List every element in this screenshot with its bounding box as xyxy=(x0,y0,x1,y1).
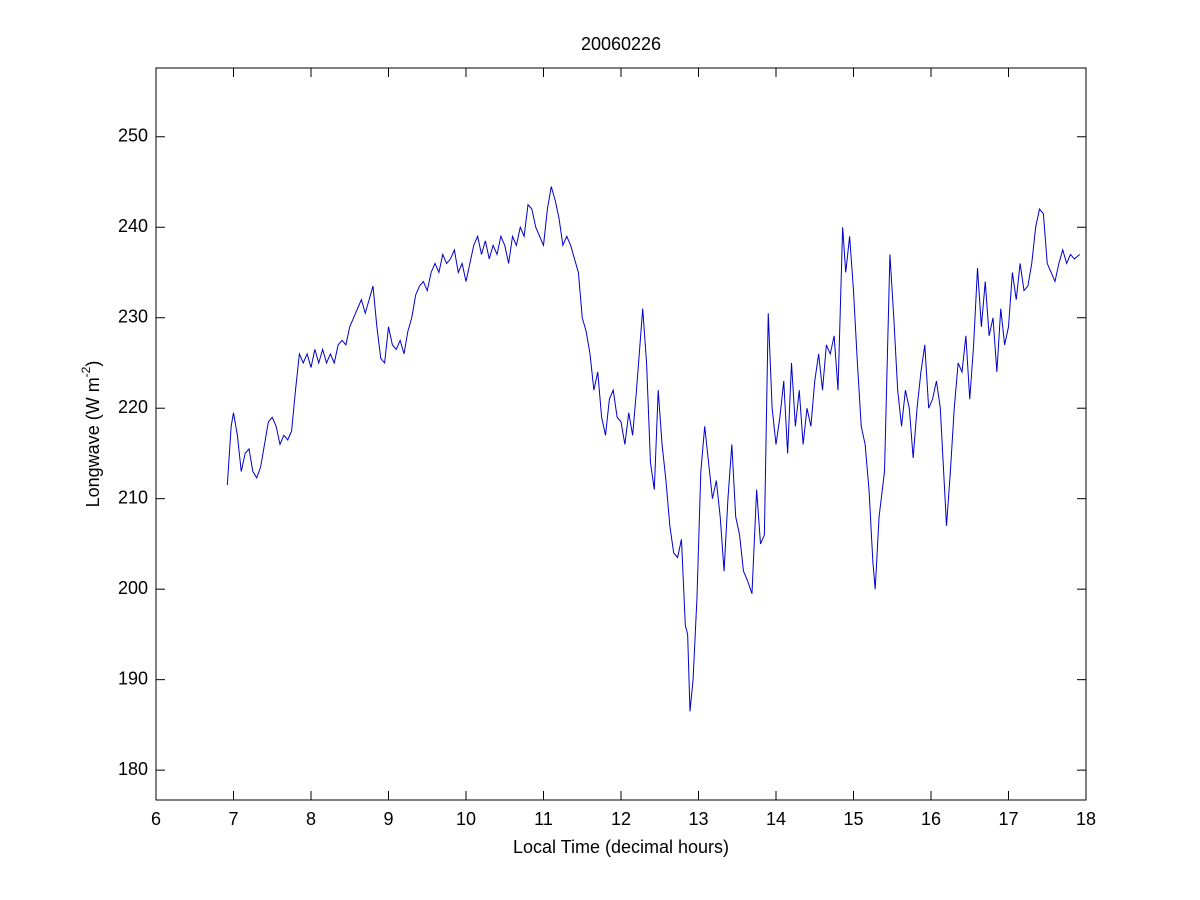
y-tick-label: 190 xyxy=(118,668,148,688)
x-tick-label: 7 xyxy=(228,809,238,829)
x-tick-label: 13 xyxy=(688,809,708,829)
y-tick-label: 200 xyxy=(118,578,148,598)
y-tick-label: 230 xyxy=(118,306,148,326)
x-tick-label: 6 xyxy=(151,809,161,829)
y-tick-label: 250 xyxy=(118,126,148,146)
x-tick-label: 9 xyxy=(383,809,393,829)
x-tick-label: 16 xyxy=(921,809,941,829)
y-tick-label: 220 xyxy=(118,397,148,417)
x-tick-label: 15 xyxy=(843,809,863,829)
x-tick-label: 10 xyxy=(456,809,476,829)
x-tick-label: 12 xyxy=(611,809,631,829)
y-tick-label: 210 xyxy=(118,487,148,507)
x-tick-label: 18 xyxy=(1076,809,1096,829)
chart-title: 20060226 xyxy=(581,34,661,54)
y-axis-label: Longwave (W m-2) xyxy=(79,361,103,508)
plot-frame xyxy=(155,67,1087,801)
y-label-text: Longwave (W m xyxy=(83,377,103,507)
x-tick-label: 14 xyxy=(766,809,786,829)
y-label-sup: -2 xyxy=(79,366,93,377)
y-tick-label: 180 xyxy=(118,759,148,779)
x-tick-label: 17 xyxy=(998,809,1018,829)
y-tick-label: 240 xyxy=(118,216,148,236)
x-tick-label: 11 xyxy=(534,809,553,829)
data-line xyxy=(226,186,1081,712)
x-tick-label: 8 xyxy=(306,809,316,829)
y-label-end: ) xyxy=(83,361,103,367)
x-axis-label: Local Time (decimal hours) xyxy=(513,837,729,857)
